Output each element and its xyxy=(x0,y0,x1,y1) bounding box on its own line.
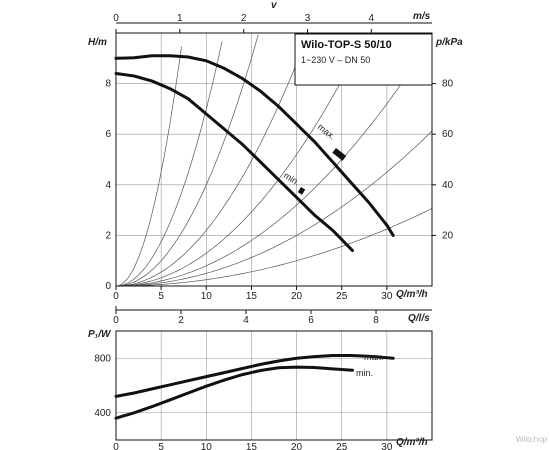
watermark: Wilo.hop xyxy=(516,435,548,444)
system-curves xyxy=(115,34,433,287)
system-curve xyxy=(116,130,433,287)
y-tick-label: 0 xyxy=(105,281,111,292)
x-ls-tick-label: 2 xyxy=(178,315,184,326)
head-curve-label-max: max. xyxy=(316,122,338,142)
system-curve xyxy=(115,46,182,287)
x-tick-label: 0 xyxy=(113,291,119,302)
x-tick-label: 25 xyxy=(336,291,348,302)
system-curve xyxy=(115,41,223,287)
power-x-tick-label: 5 xyxy=(158,442,164,450)
y-tick-label: 6 xyxy=(105,129,111,140)
y2-tick-label: 80 xyxy=(442,79,454,90)
power-y-tick-label: 400 xyxy=(94,408,111,419)
y2-axis-label: p/kPa xyxy=(435,37,463,48)
x-tick-label: 15 xyxy=(246,291,258,302)
y2-tick-label: 40 xyxy=(442,180,454,191)
power-curve-min xyxy=(114,365,354,420)
head-chart-frame xyxy=(115,32,433,287)
power-chart-axes: 0 5 10 15 20 25 30 400 800 xyxy=(94,330,433,450)
y-tick-label: 2 xyxy=(105,230,111,241)
min-marker xyxy=(297,187,306,195)
power-x-axis-label: Q/m³/h xyxy=(396,437,428,448)
power-curve-label-max: max. xyxy=(364,352,384,362)
x-tick-label: 30 xyxy=(381,291,393,302)
power-x-tick-label: 20 xyxy=(291,442,303,450)
power-x-tick-label: 0 xyxy=(113,442,119,450)
x-ls-tick-label: 8 xyxy=(373,315,379,326)
system-curve xyxy=(116,34,309,287)
power-x-tick-label: 10 xyxy=(201,442,213,450)
chart-subtitle: 1~230 V – DN 50 xyxy=(301,55,370,65)
x-tick-label: 10 xyxy=(201,291,213,302)
system-curve xyxy=(115,34,259,287)
power-curves: max. min. xyxy=(114,352,395,420)
power-x-tick-label: 30 xyxy=(381,442,393,450)
x-tick-label: 5 xyxy=(158,291,164,302)
title-box xyxy=(294,33,433,86)
x-tick-label: 20 xyxy=(291,291,303,302)
x2-tick-label: 2 xyxy=(241,13,247,24)
x2-tick-label: 3 xyxy=(305,13,311,24)
power-curve-max xyxy=(114,354,395,398)
x2-axis-label: m/s xyxy=(413,11,431,22)
system-curve xyxy=(116,208,433,287)
power-y-axis-label: P₁/W xyxy=(88,329,112,340)
head-curve-max xyxy=(114,54,395,237)
y-tick-label: 8 xyxy=(105,79,111,90)
x2-axis-name: v xyxy=(271,0,278,11)
power-x-tick-label: 25 xyxy=(336,442,348,450)
y-axis-label: H/m xyxy=(88,37,107,48)
system-curve xyxy=(116,37,365,287)
y-tick-label: 4 xyxy=(105,180,111,191)
x-ls-tick-label: 6 xyxy=(308,315,314,326)
y2-tick-label: 60 xyxy=(442,129,454,140)
x2-tick-label: 1 xyxy=(177,13,183,24)
x2-tick-label: 4 xyxy=(369,13,375,24)
head-chart-axes: 0 5 10 15 20 25 30 0 2 4 6 8 20 40 60 80 0 1 2 3 4 xyxy=(105,13,453,302)
head-curve-min xyxy=(114,72,354,253)
system-curve xyxy=(116,37,433,287)
x-ls-axis-label: Q/l/s xyxy=(408,313,430,324)
power-x-tick-label: 15 xyxy=(246,442,258,450)
x-axis-label: Q/m³/h xyxy=(396,289,428,300)
y2-tick-label: 20 xyxy=(442,230,454,241)
x2-tick-label: 0 xyxy=(113,13,119,24)
chart-title: Wilo-TOP-S 50/10 xyxy=(301,39,392,51)
power-chart-frame xyxy=(115,330,433,441)
max-marker xyxy=(332,148,347,161)
x-ls-tick-label: 4 xyxy=(243,315,249,326)
flow-ls-axis: 0 2 4 6 8 xyxy=(113,306,432,326)
x-ls-tick-label: 0 xyxy=(113,315,119,326)
power-y-tick-label: 800 xyxy=(94,353,111,364)
power-curve-label-min: min. xyxy=(356,368,373,378)
